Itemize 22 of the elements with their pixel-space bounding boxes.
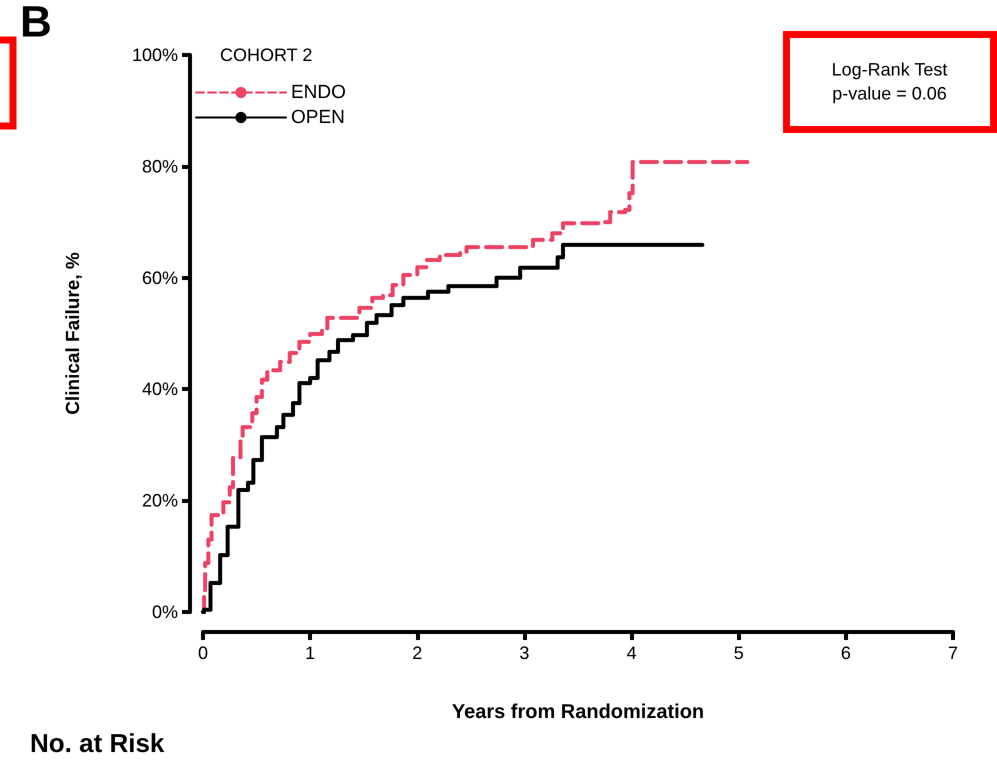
y-axis-title: Clinical Failure, % [63, 252, 84, 415]
x-tick-label: 7 [948, 643, 958, 663]
x-tick-label: 1 [305, 643, 316, 663]
legend-title: COHORT 2 [220, 45, 312, 65]
y-tick-label: 0% [152, 602, 178, 622]
y-tick-label: 60% [142, 268, 178, 288]
x-tick-label: 0 [198, 643, 208, 663]
text: B [20, 0, 52, 46]
legend-label: ENDO [291, 82, 346, 103]
x-tick-label: 2 [412, 643, 422, 663]
y-tick-label: 100% [132, 45, 178, 65]
y-tick-label: 20% [142, 490, 178, 511]
annotation: Log-Rank Test p-value = 0.06 [832, 60, 948, 104]
y-tick-label: 80% [142, 156, 178, 176]
x-axis-title: Years from Randomization [452, 701, 704, 723]
x-tick-label: 4 [626, 643, 637, 663]
legend-label: OPEN [291, 107, 345, 128]
x-tick-label: 6 [840, 643, 851, 663]
x-tick-label: 5 [734, 643, 744, 663]
y-tick-label: 40% [142, 379, 178, 400]
text: No. at Risk [30, 728, 165, 758]
x-tick-label: 3 [519, 643, 530, 663]
